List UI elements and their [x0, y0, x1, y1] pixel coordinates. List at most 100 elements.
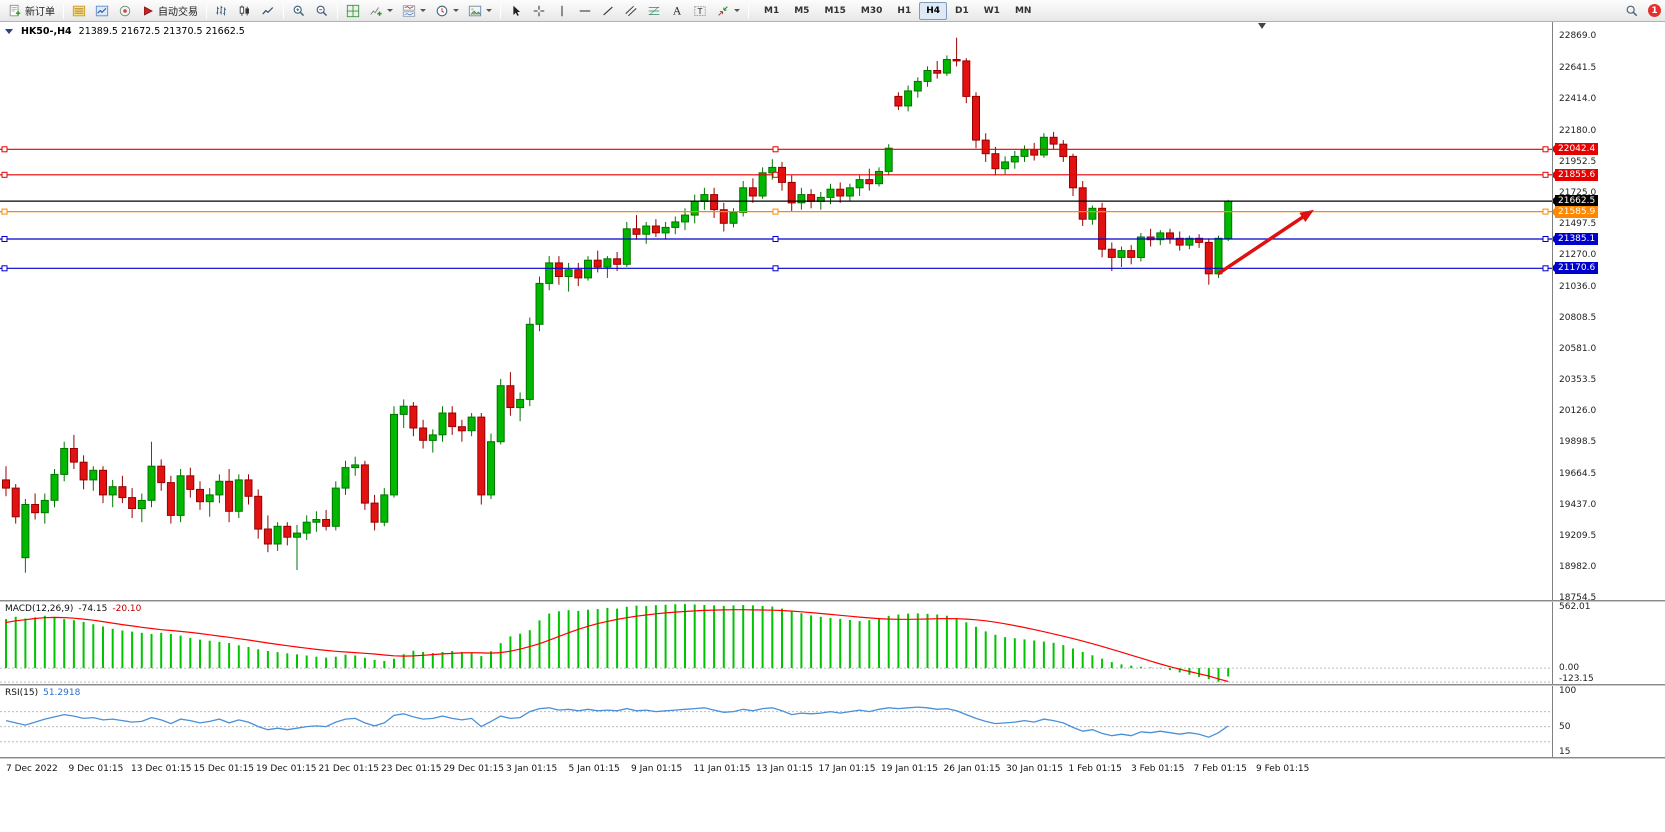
rsi-axis-label: 50 — [1559, 721, 1571, 732]
candle-up — [690, 201, 699, 216]
dropdown-caret-icon — [387, 9, 393, 12]
time-axis-label: 17 Jan 01:15 — [818, 764, 876, 774]
hline-handle[interactable] — [1, 236, 8, 242]
new-order-button[interactable]: 新订单 — [4, 1, 59, 20]
candle-up — [942, 59, 951, 74]
candle-up — [273, 525, 282, 545]
rsi-axis[interactable]: 100 50 15 — [1552, 686, 1665, 757]
candle-down — [186, 475, 195, 490]
time-axis-label: 7 Feb 01:15 — [1193, 764, 1247, 774]
chart-shift-marker[interactable] — [1258, 23, 1266, 29]
pane-divider[interactable] — [0, 757, 1665, 759]
chart-title: HK50-,H4 21389.5 21672.5 21370.5 21662.5 — [5, 26, 245, 37]
candle-up — [50, 473, 59, 501]
zoom-in-button[interactable] — [288, 1, 310, 20]
hline-handle[interactable] — [1542, 265, 1549, 272]
hline-handle[interactable] — [772, 146, 779, 153]
macd-canvas[interactable] — [0, 602, 1552, 684]
candle-up — [467, 416, 476, 432]
hline-handle[interactable] — [772, 171, 779, 178]
bar-chart-button[interactable] — [211, 1, 233, 20]
candle-down — [457, 426, 466, 432]
time-axis-label: 7 Dec 2022 — [6, 764, 58, 774]
macd-axis[interactable]: 562.01 0.00 -123.15 — [1552, 602, 1665, 684]
indicators-button[interactable] — [365, 1, 397, 20]
rsi-canvas[interactable] — [0, 686, 1552, 757]
navigator-button[interactable] — [114, 1, 136, 20]
candle-up — [516, 398, 525, 409]
price-axis[interactable]: 22869.0 22641.5 22414.0 22180.0 21952.5 21725… — [1552, 22, 1665, 600]
indicator-windows-button[interactable] — [398, 1, 430, 20]
line-chart-button[interactable] — [257, 1, 279, 20]
rsi-pane: 100 50 15 RSI(15) 51.2918 — [0, 686, 1665, 757]
timeframe-M30[interactable]: M30 — [860, 5, 883, 16]
timeframe-D1[interactable]: D1 — [955, 5, 969, 16]
timeframe-H4[interactable]: H4 — [919, 1, 947, 20]
horizontal-line-button[interactable] — [574, 1, 596, 20]
periods-button[interactable] — [431, 1, 463, 20]
trendline-button[interactable] — [597, 1, 619, 20]
trend-arrow-head[interactable] — [1299, 209, 1314, 222]
pane-divider[interactable] — [0, 600, 1665, 602]
candle-up — [1001, 161, 1010, 170]
crosshair-button[interactable] — [528, 1, 550, 20]
templates-button[interactable] — [464, 1, 496, 20]
candlestick-chart-button[interactable] — [234, 1, 256, 20]
market-watch-button[interactable] — [68, 1, 90, 20]
main-chart-pane: 22869.0 22641.5 22414.0 22180.0 21952.5 21725… — [0, 22, 1665, 600]
hline-handle[interactable] — [772, 208, 779, 215]
hline-handle[interactable] — [772, 265, 779, 272]
main-chart-canvas[interactable] — [0, 22, 1552, 600]
symbol-search-button[interactable] — [1621, 1, 1643, 20]
fibonacci-button[interactable] — [643, 1, 665, 20]
text-button[interactable]: A — [666, 1, 688, 20]
hline-handle[interactable] — [1542, 208, 1549, 215]
charts-button[interactable] — [91, 1, 113, 20]
candle-down — [157, 465, 166, 484]
timeframe-W1[interactable]: W1 — [983, 5, 1000, 16]
timeframe-M1[interactable]: M1 — [764, 5, 780, 16]
symbol-period-label: HK50-,H4 — [21, 26, 72, 37]
candle-up — [147, 465, 156, 501]
candle-up — [845, 187, 854, 197]
text-label-button[interactable]: T — [689, 1, 711, 20]
candle-up — [399, 405, 408, 415]
tile-windows-button[interactable] — [342, 1, 364, 20]
channel-button[interactable] — [620, 1, 642, 20]
time-axis[interactable]: 7 Dec 2022 9 Dec 01:15 13 Dec 01:15 15 Dec … — [0, 759, 1665, 779]
trend-arrow[interactable] — [1217, 212, 1309, 276]
timeframe-M15[interactable]: M15 — [824, 5, 846, 16]
time-axis-label: 13 Jan 01:15 — [756, 764, 813, 774]
time-axis-label: 26 Jan 01:15 — [943, 764, 1001, 774]
timeframe-MN[interactable]: MN — [1014, 5, 1032, 16]
hline-handle[interactable] — [1, 171, 8, 178]
hline-handle[interactable] — [1, 265, 8, 272]
price-axis-label: 22869.0 — [1559, 31, 1597, 42]
zoom-in-icon — [293, 5, 305, 16]
candle-up — [351, 464, 360, 469]
window-menu-icon[interactable] — [5, 29, 13, 34]
candle-up — [21, 504, 30, 559]
candle-up — [428, 434, 437, 441]
arrows-icon — [718, 5, 728, 16]
hline-handle[interactable] — [1, 146, 8, 153]
hline-handle[interactable] — [1542, 236, 1549, 242]
svg-text:T: T — [697, 7, 703, 16]
pane-divider[interactable] — [0, 684, 1665, 686]
notification-badge[interactable]: 1 — [1648, 4, 1661, 17]
zoom-out-button[interactable] — [311, 1, 333, 20]
timeframe-M5[interactable]: M5 — [794, 5, 810, 16]
arrows-button[interactable] — [712, 1, 744, 20]
vertical-line-button[interactable] — [551, 1, 573, 20]
autotrading-button[interactable]: 自动交易 — [137, 1, 202, 20]
rsi-axis-label: 100 — [1559, 686, 1577, 696]
hline-handle[interactable] — [1542, 171, 1549, 178]
hline-handle[interactable] — [772, 236, 779, 242]
rsi-value: 51.2918 — [43, 688, 81, 698]
candle-down — [263, 528, 272, 545]
timeframe-H1[interactable]: H1 — [897, 5, 912, 16]
indicator-windows-icon — [402, 4, 416, 17]
hline-handle[interactable] — [1, 208, 8, 215]
cursor-button[interactable] — [505, 1, 527, 20]
hline-handle[interactable] — [1542, 146, 1549, 153]
